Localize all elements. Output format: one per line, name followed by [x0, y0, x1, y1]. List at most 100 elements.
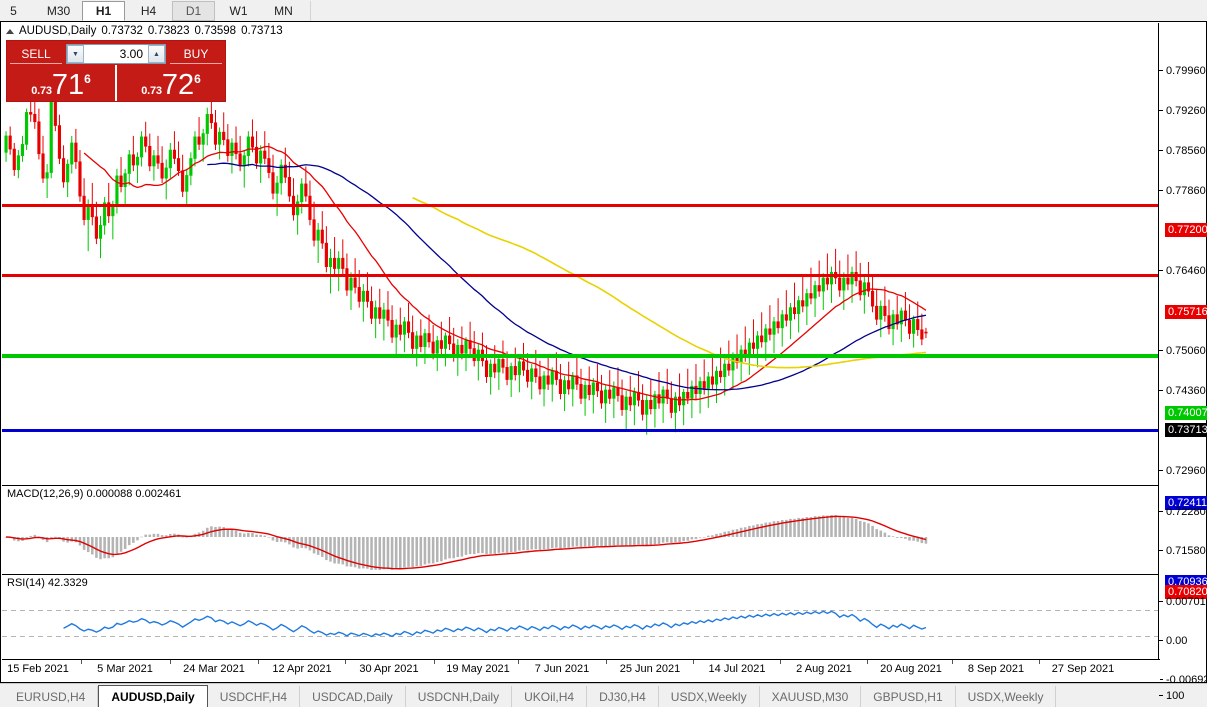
tick-value: 0.73713: [1165, 422, 1207, 437]
chart-tab-xauusd-m30[interactable]: XAUUSD,M30: [760, 686, 862, 707]
timeframe-button-d1[interactable]: D1: [172, 1, 215, 21]
timeframe-button-h1[interactable]: H1: [82, 1, 125, 21]
scale-tick: 0.79260: [1159, 104, 1206, 117]
tick-value: 0.007015: [1166, 595, 1207, 608]
candlestick-plot: [4, 88, 928, 435]
chart-tab-usdx-weekly[interactable]: USDX,Weekly: [659, 686, 760, 707]
tick-dash: [1159, 70, 1163, 71]
price-level-line[interactable]: [2, 204, 1160, 207]
date-separator: [434, 660, 435, 664]
scale-tick: 0.007015: [1159, 595, 1207, 608]
macd-signal-line: [6, 515, 927, 570]
scale-tick: 0.75060: [1159, 344, 1206, 357]
price-level-line[interactable]: [2, 429, 1160, 432]
timeframe-button-w1[interactable]: W1: [229, 4, 248, 18]
tick-dash: [1159, 601, 1163, 602]
ohlc-open: 0.73732: [101, 25, 143, 37]
timeframe-button-5[interactable]: 5: [10, 4, 17, 18]
timeframe-button-m30[interactable]: M30: [46, 4, 71, 18]
scale-tick: 0.74360: [1159, 384, 1206, 397]
sell-price-sup: 6: [84, 72, 91, 86]
volume-stepper[interactable]: ▼ 3.00 ▲: [66, 44, 166, 64]
tick-value: 0.79260: [1166, 104, 1206, 117]
tick-value: 0.77860: [1166, 184, 1206, 197]
scale-tick: 0.72960: [1159, 464, 1206, 477]
buy-button[interactable]: BUY: [170, 44, 222, 64]
chart-tab-usdcad-daily[interactable]: USDCAD,Daily: [300, 686, 406, 707]
date-separator: [952, 660, 953, 664]
chart-tab-usdcnh-daily[interactable]: USDCNH,Daily: [406, 686, 513, 707]
chart-tab-ukoil-h4[interactable]: UKOil,H4: [512, 686, 588, 707]
rsi-plot: [2, 610, 1160, 638]
date-tick-label: 25 Jun 2021: [619, 663, 681, 675]
tick-dash: [1159, 470, 1163, 471]
chevron-up-icon[interactable]: ▲: [148, 45, 165, 63]
chart-symbol-label: AUDUSD,Daily: [19, 25, 97, 37]
tick-value: 0.77200: [1165, 222, 1207, 237]
timeframe-button-h4[interactable]: H4: [140, 4, 157, 18]
date-separator: [170, 660, 171, 664]
date-tick-label: 12 Apr 2021: [272, 663, 332, 675]
tick-value: 0.78560: [1166, 144, 1206, 157]
scale-tick: 100: [1159, 689, 1206, 702]
tick-value: 0.72960: [1166, 464, 1206, 477]
tick-dash: [1159, 150, 1163, 151]
date-separator: [693, 660, 694, 664]
chart-header: AUDUSD,Daily 0.73732 0.73823 0.73598 0.7…: [6, 25, 283, 37]
volume-input[interactable]: 3.00: [84, 45, 148, 63]
candles: [4, 88, 928, 435]
price-scale[interactable]: 0.79960 0.79260 0.78560 0.77860 0.77200 0.764…: [1158, 23, 1207, 702]
date-separator: [518, 660, 519, 664]
date-separator: [867, 660, 868, 664]
tick-value: 0.75060: [1166, 344, 1206, 357]
date-tick-label: 20 Aug 2021: [880, 663, 942, 675]
date-tick-label: 7 Jun 2021: [534, 663, 590, 675]
sell-price-big: 71: [51, 69, 85, 101]
rsi-line: [63, 610, 927, 638]
price-level-line[interactable]: [2, 274, 1160, 277]
price-level-label: 0.70820: [1159, 584, 1207, 599]
timeframe-toolbar: 5 M30 H1 H4 D1 W1 MN: [0, 0, 1207, 22]
timeframe-button-mn[interactable]: MN: [274, 4, 293, 18]
chevron-down-icon[interactable]: ▼: [67, 45, 84, 63]
tick-dash: [1159, 679, 1163, 680]
chart-tab-usdx-weekly[interactable]: USDX,Weekly: [956, 686, 1057, 707]
sell-button[interactable]: SELL: [10, 44, 62, 64]
triangle-up-icon[interactable]: [6, 28, 14, 34]
tick-value: 0.74007: [1165, 405, 1207, 420]
buy-price-big: 72: [161, 69, 195, 101]
one-click-trade-panel: SELL ▼ 3.00 ▲ BUY 0.73 71 6 0.73 72 6: [7, 41, 225, 101]
tick-dash: [1159, 695, 1163, 696]
sell-price-display[interactable]: 0.73 71 6: [7, 65, 115, 101]
chart-tab-gbpusd-h1[interactable]: GBPUSD,H1: [861, 686, 956, 707]
tick-value: 0.70820: [1165, 584, 1207, 599]
chart-tab-usdchf-h4[interactable]: USDCHF,H4: [208, 686, 301, 707]
macd-pane[interactable]: MACD(12,26,9) 0.000088 0.002461: [2, 485, 1160, 574]
date-separator: [606, 660, 607, 664]
chart-tab-dj30-h4[interactable]: DJ30,H4: [587, 686, 659, 707]
toolbar-empty-area: [310, 1, 1207, 21]
price-level-line[interactable]: [2, 354, 1160, 358]
tick-dash: [1159, 110, 1163, 111]
trade-panel-quotes: 0.73 71 6 0.73 72 6: [7, 65, 225, 101]
scale-tick: -0.006923: [1159, 673, 1207, 686]
time-axis: 15 Feb 2021 5 Mar 2021 24 Mar 2021 12 Apr 2…: [2, 659, 1160, 681]
rsi-pane[interactable]: RSI(14) 42.3329: [2, 574, 1160, 662]
chart-tab-bar: EURUSD,H4 AUDUSD,Daily USDCHF,H4 USDCAD,Dai…: [0, 683, 1207, 707]
ohlc-low: 0.73598: [194, 25, 237, 37]
chart-tab-audusd-daily[interactable]: AUDUSD,Daily: [98, 685, 208, 707]
tick-value: 0.74360: [1166, 384, 1206, 397]
buy-price-sup: 6: [194, 72, 201, 86]
tick-dash: [1159, 511, 1163, 512]
chart-tab-eurusd-h4[interactable]: EURUSD,H4: [4, 686, 99, 707]
buy-price-display[interactable]: 0.73 72 6: [115, 65, 225, 101]
buy-price-prefix: 0.73: [141, 85, 162, 97]
scale-tick: 0.79960: [1159, 64, 1206, 77]
date-separator: [258, 660, 259, 664]
date-tick-label: 24 Mar 2021: [183, 663, 245, 675]
date-separator: [1039, 660, 1040, 664]
macd-plot: [4, 514, 928, 571]
tick-dash: [1159, 640, 1163, 641]
tick-value: 0.76460: [1166, 264, 1206, 277]
